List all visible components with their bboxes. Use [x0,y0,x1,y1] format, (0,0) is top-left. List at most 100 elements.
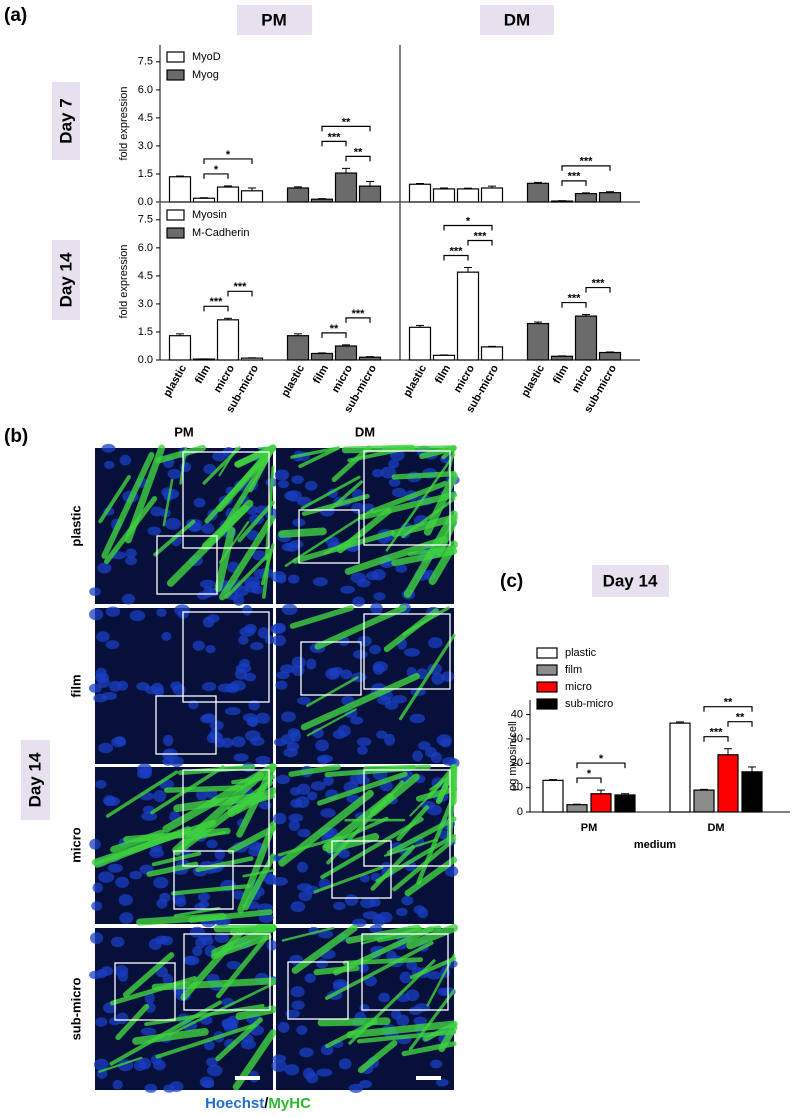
significance-label: *** [210,296,224,308]
significance-bracket [585,286,611,293]
legend-swatch [536,664,558,676]
nucleus [125,548,137,559]
nucleus [125,556,137,566]
significance-bracket [561,301,587,308]
nucleus [316,959,329,969]
nucleus [266,940,278,951]
myotube [109,1000,222,1066]
x-tick-label: micro [570,363,596,395]
x-tick-label: film [311,363,331,386]
nucleus [357,745,368,755]
myotube [348,959,436,1045]
nucleus [340,585,356,594]
nucleus [287,574,300,584]
myotube [422,1021,457,1042]
myotube [94,826,192,868]
myotube [363,764,417,771]
row-header: plastic [68,505,83,546]
nucleus [315,739,329,752]
bar [456,188,480,203]
significance-bracket [727,721,753,727]
y-tick-label: 3.0 [138,298,153,310]
nucleus [108,680,122,692]
nucleus [199,579,216,589]
y-tick-label: 30 [511,733,523,745]
nucleus [255,712,271,724]
nucleus [105,640,120,650]
nucleus [258,801,272,810]
myotube [278,789,374,867]
myotube [227,825,277,855]
myotube [291,924,358,974]
x-tick-label: film [551,363,571,386]
nucleus [121,593,136,605]
nucleus [242,604,253,616]
nucleus [105,606,121,617]
bar [358,185,382,203]
myotube [105,770,179,818]
nucleus [238,635,249,645]
myotube [320,817,424,880]
nucleus [119,912,134,924]
legend-swatch [536,698,558,710]
legend-label: M-Cadherin [192,227,249,239]
significance-bracket [443,254,469,261]
separator: / [264,1095,269,1112]
myotube [360,926,423,945]
nucleus [435,1078,449,1087]
nucleus [192,946,203,957]
myotube [242,868,275,878]
myotube [358,491,458,520]
nucleus [270,571,287,583]
bar [598,192,622,203]
nucleus [202,1079,215,1089]
nucleus [378,992,390,1003]
nucleus [395,563,408,573]
column-header: DM [504,10,530,29]
myotube [229,924,277,936]
row-header: Day 7 [56,98,75,143]
legend-swatch [166,51,185,63]
nucleus [205,1057,218,1067]
nucleus [156,898,168,909]
nucleus [163,1084,176,1093]
row-header: micro [68,827,83,862]
myotube [290,446,340,459]
nucleus [156,608,167,617]
legend-label: film [565,664,582,676]
legend-swatch [536,681,558,693]
nucleus [101,691,118,701]
myotube [122,952,175,998]
nucleus [280,664,295,674]
bar [717,754,739,813]
myotube [173,792,267,813]
nucleus [155,935,168,945]
bar [590,793,612,813]
myotube [306,708,357,737]
nucleus [224,707,241,716]
nucleus [239,658,250,668]
nucleus [138,1057,152,1070]
nucleus [163,734,174,747]
significance-label: *** [710,727,724,739]
legend-label: MyoD [192,51,221,63]
nucleus [281,542,295,552]
nucleus [386,950,397,961]
y-tick-label: 40 [511,709,523,721]
nucleus [291,656,306,669]
x-tick-label: micro [212,363,238,395]
bar [240,357,264,361]
legend-swatch [166,227,185,239]
x-tick-label: film [193,363,213,386]
y-tick-label: 10 [511,782,523,794]
nucleus [356,737,372,747]
legend-label: plastic [565,647,597,659]
column-header: PM [174,424,194,439]
nucleus [351,502,365,514]
nucleus [153,790,167,802]
nucleus [117,970,129,982]
significance-bracket [561,165,611,171]
x-tick-label: DM [707,822,724,834]
myotube [415,786,457,802]
myotube [132,1027,209,1045]
